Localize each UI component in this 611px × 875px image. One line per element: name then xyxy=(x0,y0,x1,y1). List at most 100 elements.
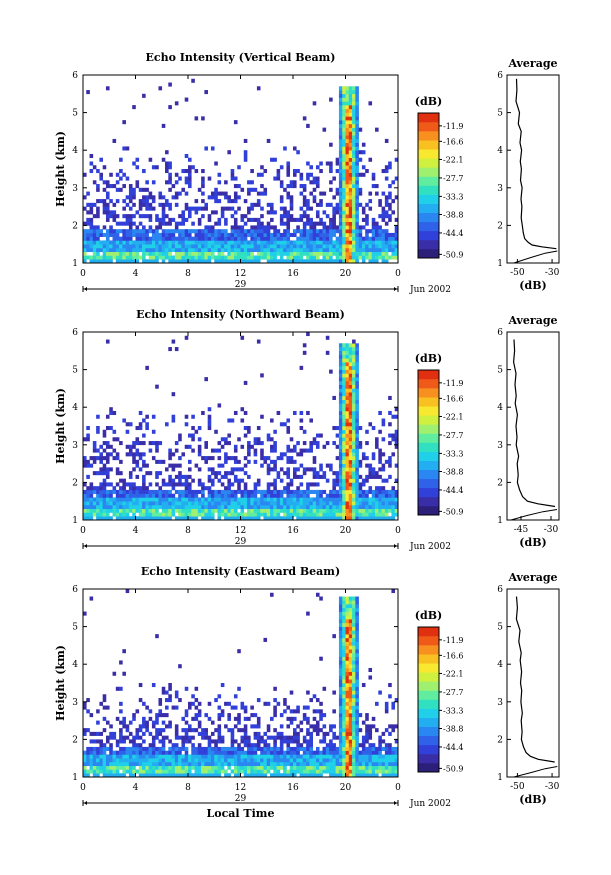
heatmap-cell xyxy=(178,240,182,245)
heatmap-cell xyxy=(230,746,235,751)
heatmap-cell xyxy=(83,516,87,521)
heatmap-cell xyxy=(296,731,300,736)
heatmap-cell xyxy=(105,426,110,431)
heatmap-cell xyxy=(165,754,169,759)
heatmap-cell xyxy=(260,463,264,468)
heatmap-cell xyxy=(122,671,126,676)
heatmap-cell xyxy=(345,626,350,631)
heatmap-cell xyxy=(233,225,238,230)
heatmap-cell xyxy=(227,433,231,438)
heatmap-cell xyxy=(201,232,205,237)
heatmap-cell xyxy=(355,501,359,506)
heatmap-cell xyxy=(368,255,373,260)
colorbar-swatch xyxy=(418,149,439,159)
heatmap-cell xyxy=(168,463,172,468)
heatmap-cell xyxy=(260,456,264,461)
colorbar-label: -16.6 xyxy=(443,137,464,146)
heatmap-cell xyxy=(355,512,359,517)
heatmap-cell xyxy=(171,773,176,778)
heatmap-cell xyxy=(168,512,172,517)
heatmap-cell xyxy=(266,743,271,748)
heatmap-cell xyxy=(338,410,343,416)
heatmap-cell xyxy=(105,202,110,207)
heatmap-cell xyxy=(273,750,277,755)
heatmap-cell xyxy=(279,236,284,241)
heatmap-cell xyxy=(256,240,261,245)
heatmap-cell xyxy=(332,441,336,446)
heatmap-cell xyxy=(247,497,251,502)
heatmap-cell xyxy=(224,441,228,446)
heatmap-cell xyxy=(99,255,103,260)
heatmap-cell xyxy=(256,251,261,256)
heatmap-cell xyxy=(309,206,313,211)
heatmap-cell xyxy=(188,508,192,513)
heatmap-cell xyxy=(155,754,159,759)
heatmap-cell xyxy=(247,765,251,770)
heatmap-cell xyxy=(338,105,343,110)
heatmap-cell xyxy=(250,724,254,729)
heatmap-cell xyxy=(233,229,238,234)
heatmap-cell xyxy=(168,482,172,487)
heatmap-cell xyxy=(253,497,258,502)
heatmap-cell xyxy=(276,229,281,234)
heatmap-cell xyxy=(119,773,123,778)
heatmap-cell xyxy=(338,497,343,502)
heatmap-cell xyxy=(201,116,205,121)
heatmap-cell xyxy=(375,437,379,442)
heatmap-cell xyxy=(319,750,323,755)
heatmap-cell xyxy=(299,214,304,219)
heatmap-cell xyxy=(210,195,215,200)
heatmap-cell xyxy=(86,217,90,222)
heatmap-cell xyxy=(338,705,343,710)
heatmap-cell xyxy=(319,199,323,204)
heatmap-cell xyxy=(352,236,356,241)
heatmap-cell xyxy=(184,746,189,751)
heatmap-cell xyxy=(224,750,228,755)
heatmap-cell xyxy=(96,761,100,767)
heatmap-cell xyxy=(263,236,268,241)
heatmap-cell xyxy=(233,259,238,264)
heatmap-cell xyxy=(174,221,179,226)
heatmap-cell xyxy=(112,251,117,256)
heatmap-cell xyxy=(342,649,346,654)
heatmap-cell xyxy=(342,437,346,442)
heatmap-cell xyxy=(151,165,156,170)
heatmap-cell xyxy=(345,206,350,211)
y-tick-label: 5 xyxy=(72,623,78,633)
heatmap-cell xyxy=(312,769,317,774)
heatmap-cell xyxy=(338,728,343,733)
panel-title: Echo Intensity (Eastward Beam) xyxy=(141,565,340,578)
heatmap-cell xyxy=(315,244,320,249)
heatmap-cell xyxy=(230,489,235,494)
heatmap-cell xyxy=(233,120,238,125)
heatmap-cell xyxy=(352,683,356,688)
heatmap-cell xyxy=(260,251,264,256)
heatmap-cell xyxy=(263,701,268,706)
profile-line xyxy=(515,78,557,250)
heatmap-cell xyxy=(378,456,382,461)
heatmap-cell xyxy=(92,255,97,260)
heatmap-cell xyxy=(368,667,373,673)
heatmap-cell xyxy=(230,176,235,181)
heatmap-cell xyxy=(188,501,192,506)
heatmap-cell xyxy=(119,765,123,770)
heatmap-cell xyxy=(253,482,258,487)
heatmap-cell xyxy=(243,486,248,491)
heatmap-cell xyxy=(250,236,254,241)
heatmap-cell xyxy=(361,720,366,725)
heatmap-cell xyxy=(83,259,87,264)
heatmap-cell xyxy=(293,508,297,513)
heatmap-cell xyxy=(217,251,222,256)
heatmap-cell xyxy=(227,247,231,253)
heatmap-cell xyxy=(342,138,346,143)
heatmap-cell xyxy=(217,750,222,755)
heatmap-cell xyxy=(233,184,238,189)
heatmap-cell xyxy=(191,437,195,442)
heatmap-cell xyxy=(83,728,87,733)
heatmap-cell xyxy=(289,214,294,219)
heatmap-cell xyxy=(384,138,389,143)
heatmap-cell xyxy=(279,214,284,219)
heatmap-cell xyxy=(342,161,346,166)
heatmap-cell xyxy=(119,441,123,446)
heatmap-cell xyxy=(243,724,248,729)
